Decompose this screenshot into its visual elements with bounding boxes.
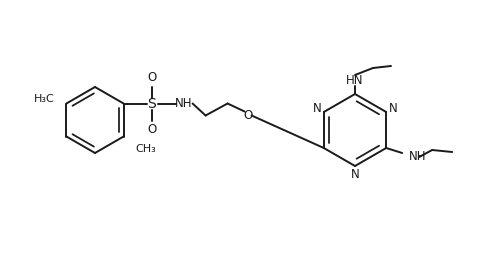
Text: O: O	[147, 123, 156, 136]
Text: H₃C: H₃C	[33, 95, 55, 105]
Text: HN: HN	[346, 73, 364, 87]
Text: NH: NH	[175, 97, 192, 110]
Text: O: O	[147, 71, 156, 84]
Text: N: N	[389, 102, 398, 114]
Text: N: N	[351, 168, 359, 181]
Text: CH₃: CH₃	[136, 144, 156, 154]
Text: N: N	[312, 102, 321, 114]
Text: O: O	[243, 109, 252, 122]
Text: NH: NH	[409, 151, 427, 163]
Text: S: S	[147, 96, 156, 110]
